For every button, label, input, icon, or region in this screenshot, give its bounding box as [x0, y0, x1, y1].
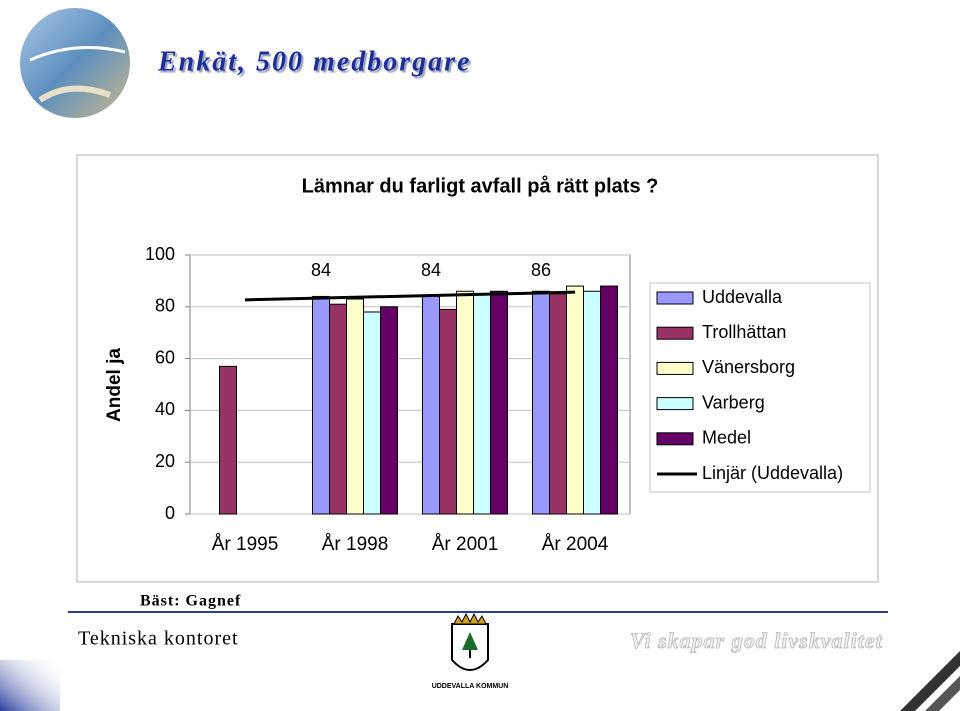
legend-label: Varberg — [702, 392, 765, 412]
legend-swatch — [656, 432, 694, 446]
bar — [490, 290, 508, 515]
legend-label: Linjär (Uddevalla) — [702, 463, 843, 483]
trend-line — [244, 290, 576, 302]
photo — [20, 8, 130, 118]
y-tick-label: 20 — [155, 451, 175, 471]
bar — [456, 290, 474, 515]
legend-label: Vänersborg — [702, 357, 795, 377]
note: Bäst: Gagnef — [140, 593, 241, 610]
footer-left: Tekniska kontoret — [78, 628, 239, 650]
chart-title: Lämnar du farligt avfall på rätt plats ? — [302, 174, 659, 197]
x-tick-label: År 2004 — [542, 534, 609, 555]
legend-swatch — [656, 397, 694, 411]
bar — [439, 308, 457, 515]
legend-swatch — [656, 361, 694, 375]
legend-label: Uddevalla — [702, 287, 783, 307]
footer-right: Vi skapar god livskvalitet — [630, 628, 883, 653]
bar — [422, 295, 440, 515]
legend-label: Trollhättan — [702, 322, 786, 342]
legend — [649, 282, 871, 493]
y-axis-label: Andel ja — [104, 348, 125, 422]
bar — [380, 306, 398, 515]
photo-bridge — [29, 46, 126, 62]
y-tick-label: 40 — [155, 399, 175, 419]
data-label: 84 — [311, 260, 331, 280]
y-tick-label: 80 — [155, 296, 175, 316]
bar — [473, 293, 491, 515]
bar — [219, 365, 237, 515]
x-tick-label: År 1995 — [212, 534, 279, 555]
bar — [363, 311, 381, 515]
y-tick-label: 60 — [155, 347, 175, 367]
logo-text: UDDEVALLA KOMMUN — [432, 683, 509, 690]
data-label: 84 — [421, 260, 441, 280]
bar — [583, 290, 601, 515]
y-tick-label: 100 — [145, 244, 175, 264]
x-tick-label: År 1998 — [322, 534, 389, 555]
bar — [532, 290, 550, 515]
bar — [346, 298, 364, 515]
bar — [566, 285, 584, 515]
photo-road — [38, 85, 112, 103]
y-tick-label: 0 — [165, 503, 175, 523]
legend-swatch — [656, 326, 694, 340]
bar — [329, 303, 347, 515]
corner-left — [0, 660, 60, 711]
legend-label: Medel — [702, 428, 751, 448]
x-tick-label: År 2001 — [432, 534, 499, 555]
data-label: 86 — [531, 260, 551, 280]
logo: UDDEVALLA KOMMUN — [432, 612, 509, 690]
plot: 0 20 40 60 80 100 År 1995 År 1998 84 År 2001 84 År … — [145, 244, 631, 555]
bar — [549, 293, 567, 515]
slide-title: Enkät, 500 medborgare — [157, 46, 471, 77]
legend-items: Uddevalla Trollhättan Vänersborg Varberg Med… — [656, 287, 843, 483]
corner-right — [900, 651, 960, 711]
bar — [600, 285, 618, 515]
legend-swatch — [656, 291, 694, 305]
bar — [312, 295, 330, 515]
